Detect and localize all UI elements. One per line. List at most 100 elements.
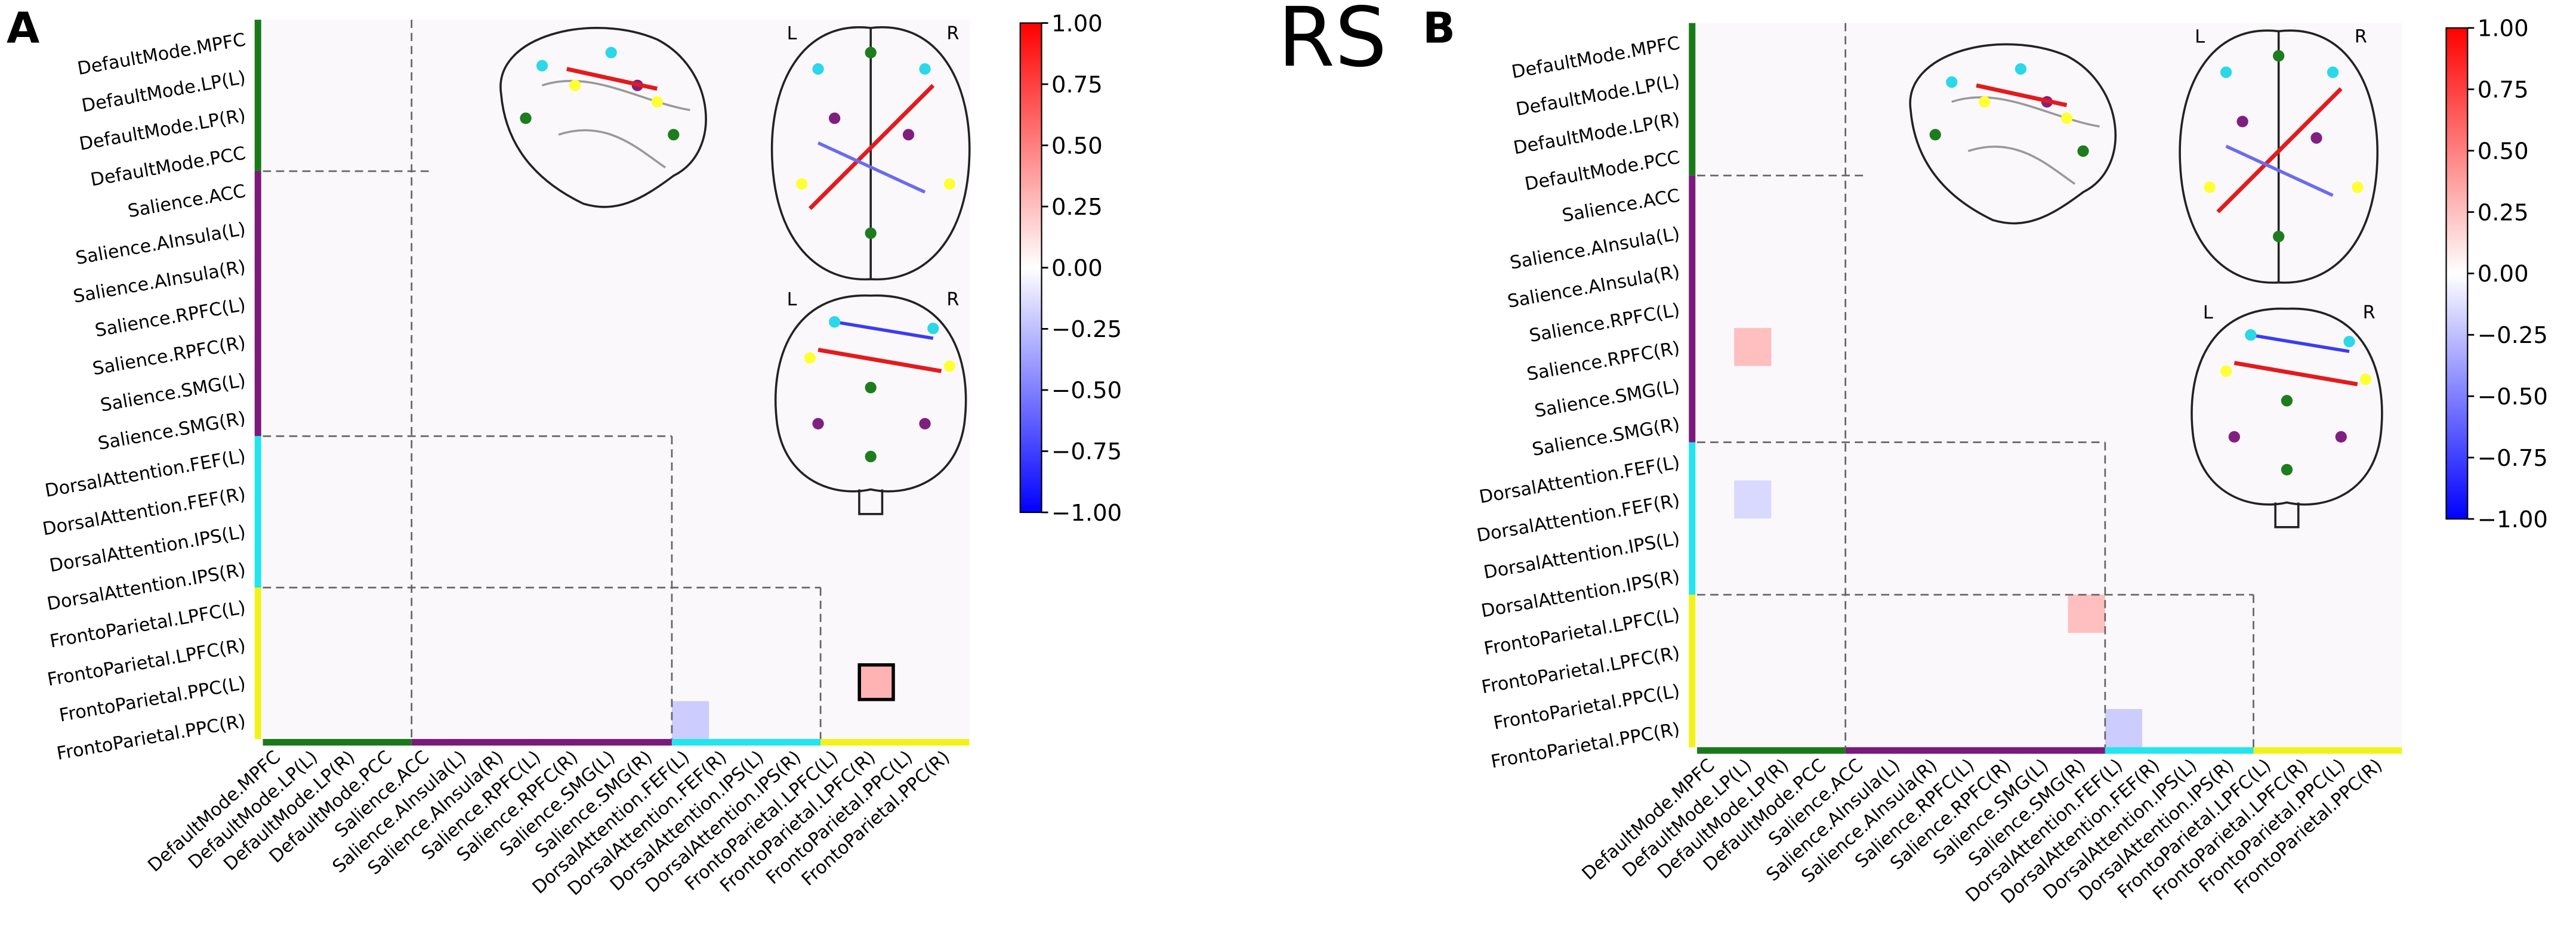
- heatmap-cell: [1957, 137, 1995, 177]
- heatmap-cell: [671, 549, 710, 588]
- heatmap-cell: [486, 549, 524, 588]
- heatmap-cell: [2290, 175, 2328, 214]
- heatmap-cell: [263, 398, 301, 437]
- brain-edge: [2216, 87, 2343, 214]
- y-tick-label: Salience.RPFC(L): [94, 295, 248, 342]
- heatmap-cell: [411, 57, 449, 96]
- heatmap-cell: [597, 625, 635, 664]
- heatmap-cell: [2068, 137, 2106, 177]
- heatmap-cell: [2253, 251, 2291, 290]
- heatmap-cell: [2253, 214, 2291, 252]
- heatmap-cell: [857, 398, 896, 437]
- heatmap-cell: [894, 171, 933, 210]
- heatmap-cell: [560, 512, 599, 551]
- brain-node: [865, 382, 877, 394]
- heatmap-cell: [560, 95, 599, 134]
- heatmap-cell: [523, 398, 561, 437]
- heatmap-cell: [894, 625, 933, 664]
- heatmap-cell: [2327, 670, 2365, 710]
- brain-sulci: [1951, 96, 2100, 185]
- heatmap-cell: [709, 133, 747, 172]
- heatmap-cell: [2068, 404, 2106, 443]
- heatmap-cell: [449, 360, 487, 399]
- brain-node: [865, 227, 877, 239]
- heatmap-cell: [449, 171, 487, 210]
- heatmap-cell: [2105, 404, 2143, 443]
- y-tick-label: DefaultMode.PCC: [89, 143, 247, 191]
- brain-node: [2245, 329, 2257, 341]
- heatmap-cell: [411, 588, 449, 626]
- heatmap-cell: [857, 57, 896, 96]
- heatmap-cell: [1697, 404, 1735, 443]
- heatmap-cell: [263, 663, 301, 702]
- heatmap-cell: [2031, 23, 2069, 62]
- heatmap-cell: [449, 322, 487, 361]
- heatmap-cell: [2327, 633, 2365, 672]
- brain-node: [2077, 145, 2089, 157]
- heatmap-cell: [337, 322, 375, 361]
- colorbar-tick-label: 0.25: [2478, 199, 2529, 226]
- brain-node: [804, 352, 816, 364]
- heatmap-cell: [560, 588, 599, 626]
- heatmap-cell: [820, 436, 859, 475]
- brain-node: [569, 79, 581, 91]
- heatmap-cell: [1882, 709, 1920, 748]
- heatmap-cell: [1771, 137, 1809, 177]
- y-tick-label: Salience.ACC: [127, 181, 248, 222]
- heatmap-cell: [1808, 23, 1846, 62]
- heatmap-cell: [523, 625, 561, 664]
- heatmap-cell: [709, 57, 747, 96]
- heatmap-cell: [1994, 327, 2032, 367]
- heatmap-cell: [2290, 251, 2328, 290]
- heatmap-cell: [1697, 175, 1735, 214]
- heatmap-cell: [300, 663, 338, 702]
- figure-title: RS: [1278, 0, 1387, 85]
- heatmap-cell: [449, 512, 487, 551]
- heatmap-cell: [2364, 480, 2402, 520]
- heatmap-cell: [2216, 214, 2254, 252]
- brain-coronal-outline: [2191, 307, 2383, 528]
- heatmap-cell: [2327, 518, 2365, 558]
- heatmap-cell: [2031, 251, 2069, 290]
- heatmap-cell: [411, 360, 449, 399]
- colorbar-tick-label: −0.75: [2478, 445, 2548, 472]
- heatmap-cell: [857, 588, 896, 626]
- heatmap-cell: [2068, 175, 2106, 214]
- heatmap-cell: [746, 663, 784, 702]
- heatmap-cell: [2068, 214, 2106, 252]
- heatmap-cell: [597, 246, 635, 286]
- heatmap-cell: [486, 171, 524, 210]
- heatmap-cell: [1697, 214, 1735, 252]
- colorbar-tick-label: −1.00: [2478, 506, 2548, 533]
- heatmap-cell: [449, 701, 487, 740]
- heatmap-cell: [486, 360, 524, 399]
- heatmap-cell: [2031, 595, 2069, 633]
- heatmap-cell: [2253, 480, 2291, 520]
- heatmap-cell: [2253, 99, 2291, 138]
- heatmap-cell: [337, 474, 375, 512]
- heatmap-cell: [746, 133, 784, 172]
- heatmap-cell: [1771, 518, 1809, 558]
- heatmap-cell: [337, 663, 375, 702]
- heatmap-cell: [300, 209, 338, 248]
- heatmap-cell: [2142, 23, 2180, 62]
- group-bar-y: [254, 436, 261, 588]
- heatmap-cell: [820, 57, 859, 96]
- heatmap-cell: [597, 285, 635, 323]
- heatmap-cell: [263, 549, 301, 588]
- heatmap-cell: [2142, 289, 2180, 329]
- heatmap-cell: [560, 57, 599, 96]
- heatmap-cell: [1920, 23, 1958, 62]
- heatmap-cell: [2216, 480, 2254, 520]
- heatmap-cell: [746, 625, 784, 664]
- heatmap-cell: [1808, 99, 1846, 138]
- heatmap-cell: [1697, 556, 1735, 595]
- heatmap-cell: [709, 436, 747, 475]
- heatmap-cell: [2142, 670, 2180, 710]
- heatmap-cell: [709, 246, 747, 286]
- heatmap-cell: [2327, 289, 2365, 329]
- heatmap-cell: [1734, 214, 1772, 252]
- heatmap-cell: [1734, 480, 1772, 520]
- heatmap-cell: [523, 588, 561, 626]
- heatmap-cell: [1808, 327, 1846, 367]
